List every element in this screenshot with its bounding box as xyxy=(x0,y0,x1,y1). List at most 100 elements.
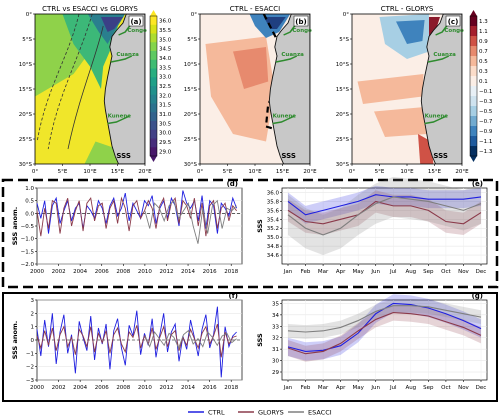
x-tick-label: Oct xyxy=(441,269,451,275)
lat-label: 25°S xyxy=(184,137,198,143)
salinity-band xyxy=(101,17,123,32)
x-tick-label: 2018 xyxy=(224,269,238,275)
colorbar-tick-label: −0.9 xyxy=(479,129,493,135)
spread-band-glorys xyxy=(288,190,481,235)
y-tick-label: −2 xyxy=(26,365,34,371)
x-tick-label: 2012 xyxy=(159,385,173,391)
y-tick-label: 34.8 xyxy=(267,244,280,250)
panel-letter: (f) xyxy=(229,292,238,300)
x-tick-label: Feb xyxy=(301,385,311,391)
series-line-glorys xyxy=(36,196,237,237)
x-tick-label: Dec xyxy=(476,385,487,391)
lat-label: 30°S xyxy=(19,162,33,168)
land-mass xyxy=(268,14,310,164)
colorbar-tick-label: 30.0 xyxy=(159,131,172,137)
panel-letter: (g) xyxy=(472,292,483,300)
river-label-congo: Congo xyxy=(292,28,312,34)
colorbar-swatch xyxy=(470,136,477,147)
x-tick-label: Jul xyxy=(389,385,397,391)
spread-band-ctrl xyxy=(288,294,481,361)
colorbar-tick-label: 32.0 xyxy=(159,93,172,99)
chart-(e): 36.0 35.8 35.6 35.4 35.2 35.0 34.8 34.6 SSS Jan Fe… xyxy=(256,176,488,275)
lon-label: 20°E xyxy=(303,169,317,175)
colorbar-tick-label: 32.5 xyxy=(159,84,172,90)
legend-item-esacci: ESACCI xyxy=(288,409,332,417)
x-tick-label: Jan xyxy=(283,385,293,391)
x-tick-label: Sep xyxy=(423,385,434,391)
colorbar-swatch xyxy=(150,138,157,148)
colorbar-swatch xyxy=(470,36,477,47)
colorbar-tick-label: 33.0 xyxy=(159,75,172,81)
river-line xyxy=(272,115,295,125)
contour-line xyxy=(47,14,93,150)
lon-label: 10°E xyxy=(400,169,414,175)
lat-label: 20°S xyxy=(184,112,198,118)
series-line-glorys xyxy=(287,200,482,225)
map-title: CTRL - GLORYS xyxy=(381,5,434,13)
contour-line xyxy=(36,14,80,142)
legend-label: ESACCI xyxy=(308,409,332,417)
colorbar-tick-label: −0.7 xyxy=(479,119,493,125)
panel-letter: (b) xyxy=(295,18,306,26)
colorbar-swatch xyxy=(470,126,477,137)
y-tick-label: 2 xyxy=(31,311,35,317)
y-tick-label: 0.5 xyxy=(25,199,34,205)
x-tick-label: Jun xyxy=(370,385,380,391)
colorbar-swatch xyxy=(470,46,477,57)
y-tick-label: 33 xyxy=(272,324,279,330)
solid-frame xyxy=(2,292,498,402)
lat-label: 25°S xyxy=(19,137,33,143)
legend-label: GLORYS xyxy=(258,409,284,417)
colorbar-swatch xyxy=(470,66,477,77)
x-tick-label: Mar xyxy=(318,385,329,391)
x-tick-label: 2002 xyxy=(52,269,66,275)
y-tick-label: −1 xyxy=(26,351,34,357)
panel-letter: (c) xyxy=(448,18,459,26)
spread-band-esacci xyxy=(288,176,481,256)
colorbar-swatch xyxy=(150,103,157,113)
colorbar-tick-label: 30.5 xyxy=(159,121,172,127)
x-tick-label: 2000 xyxy=(30,269,44,275)
variable-label: SSS xyxy=(116,152,130,160)
lat-label: 10°S xyxy=(19,62,33,68)
x-tick-label: Nov xyxy=(458,269,469,275)
colorbar-end xyxy=(470,10,477,16)
lon-label: 5°E xyxy=(375,169,385,175)
variable-label: SSS xyxy=(433,152,448,160)
colorbar-swatch xyxy=(150,112,157,122)
colorbar-swatch xyxy=(470,146,477,157)
lon-label: 5°E xyxy=(223,169,233,175)
y-tick-label: 35.8 xyxy=(267,199,280,205)
x-tick-label: 2004 xyxy=(73,385,87,391)
colorbar-swatch xyxy=(150,68,157,78)
colorbar-frame xyxy=(469,15,478,157)
colorbar-tick-label: 34.0 xyxy=(159,56,172,62)
series-line-esacci xyxy=(144,199,237,244)
map-body xyxy=(200,14,310,164)
series-line-ctrl xyxy=(287,194,482,216)
colorbar-end xyxy=(150,156,157,162)
x-tick-label: 2010 xyxy=(138,269,152,275)
x-tick-label: Oct xyxy=(441,385,451,391)
land-mass xyxy=(420,14,462,164)
lat-label: 10°S xyxy=(336,62,350,68)
y-tick-label: 35 xyxy=(272,301,279,307)
colorbar-swatch xyxy=(470,16,477,27)
legend: CTRL GLORYS ESACCI xyxy=(188,409,332,417)
colorbar-difference: 1.3 1.1 0.9 0.7 0.5 0.3 0.1 −0.1 −0.3 −0.5 −0.7 −0.… xyxy=(469,10,493,162)
x-tick-label: Jul xyxy=(389,269,397,275)
map-title: CTRL vs ESACCI vs GLORYS xyxy=(42,5,138,13)
y-tick-label: 0 xyxy=(31,338,35,344)
x-tick-label: 2010 xyxy=(138,385,152,391)
series-line-esacci xyxy=(287,305,482,333)
colorbar-tick-label: 29.0 xyxy=(159,149,172,155)
x-tick-label: 2012 xyxy=(159,269,173,275)
difference-patch xyxy=(357,74,424,104)
lat-label: 15°S xyxy=(184,87,198,93)
lat-label: 5°S xyxy=(187,37,197,43)
y-tick-label: 3 xyxy=(31,298,35,304)
lon-label: 15°E xyxy=(276,169,290,175)
y-tick-label: −1.5 xyxy=(21,249,35,255)
lon-label: 15°E xyxy=(111,169,125,175)
river-label-cuanza: Cuanza xyxy=(281,52,304,58)
